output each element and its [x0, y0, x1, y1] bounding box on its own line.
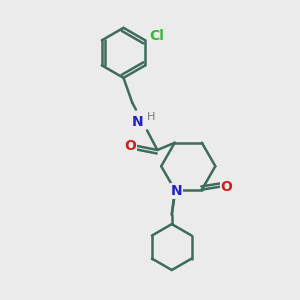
Text: N: N	[131, 115, 143, 129]
Text: O: O	[124, 139, 136, 153]
Text: N: N	[170, 184, 182, 198]
Text: H: H	[147, 112, 155, 122]
Text: Cl: Cl	[149, 29, 164, 43]
Text: O: O	[220, 180, 232, 194]
